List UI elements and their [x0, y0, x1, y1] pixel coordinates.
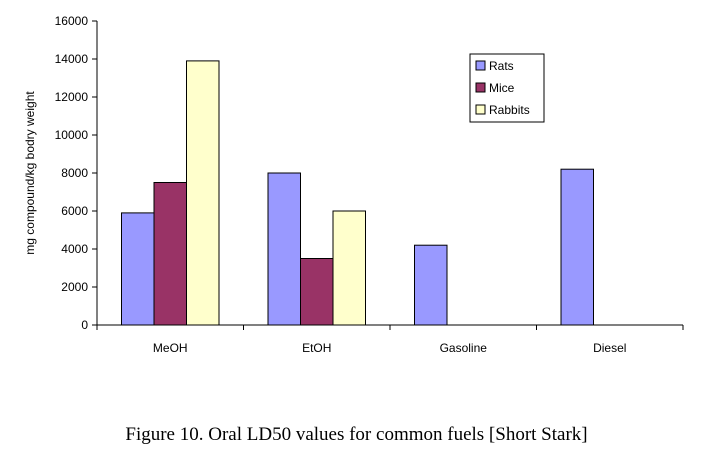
legend-swatch-rabbits — [475, 104, 486, 115]
x-tick-label: MeOH — [153, 341, 188, 355]
legend-label-rats: Rats — [489, 59, 514, 73]
y-tick-label: 12000 — [55, 90, 89, 104]
legend-swatch-rats — [475, 60, 486, 71]
y-tick-label: 16000 — [55, 14, 89, 28]
bar-chart: 0 2000 4000 6000 8000 10000 12000 14000 16000 Me… — [23, 14, 684, 355]
y-tick-label: 8000 — [61, 166, 88, 180]
y-tick-label: 2000 — [61, 280, 88, 294]
y-tick-label: 4000 — [61, 242, 88, 256]
legend-label-rabbits: Rabbits — [489, 103, 530, 117]
legend-label-mice: Mice — [489, 81, 515, 95]
x-tick-label: Diesel — [593, 341, 626, 355]
y-tick-label: 6000 — [61, 204, 88, 218]
bars — [121, 60, 594, 326]
legend-swatch-mice — [475, 82, 486, 93]
bar-mice-meoh — [153, 182, 187, 326]
bar-rabbits-etoh — [332, 210, 366, 326]
y-axis-label: mg compound/kg bodry weight — [23, 91, 37, 255]
x-axis: MeOH EtOH Gasoline Diesel — [96, 324, 684, 355]
bar-rats-gasoline — [414, 244, 448, 326]
bar-mice-etoh — [300, 258, 334, 326]
legend: Rats Mice Rabbits — [469, 53, 545, 123]
figure-caption: Figure 10. Oral LD50 values for common f… — [125, 424, 588, 445]
x-tick-label: EtOH — [302, 341, 331, 355]
bar-rats-diesel — [560, 168, 594, 326]
bar-rats-meoh — [121, 212, 155, 326]
bar-rats-etoh — [267, 172, 301, 326]
bar-rabbits-meoh — [186, 60, 220, 326]
x-tick-label: Gasoline — [440, 341, 488, 355]
y-tick-label: 14000 — [55, 52, 89, 66]
y-axis: 0 2000 4000 6000 8000 10000 12000 14000 16000 — [55, 14, 98, 332]
y-tick-label: 10000 — [55, 128, 89, 142]
y-tick-label: 0 — [81, 318, 88, 332]
